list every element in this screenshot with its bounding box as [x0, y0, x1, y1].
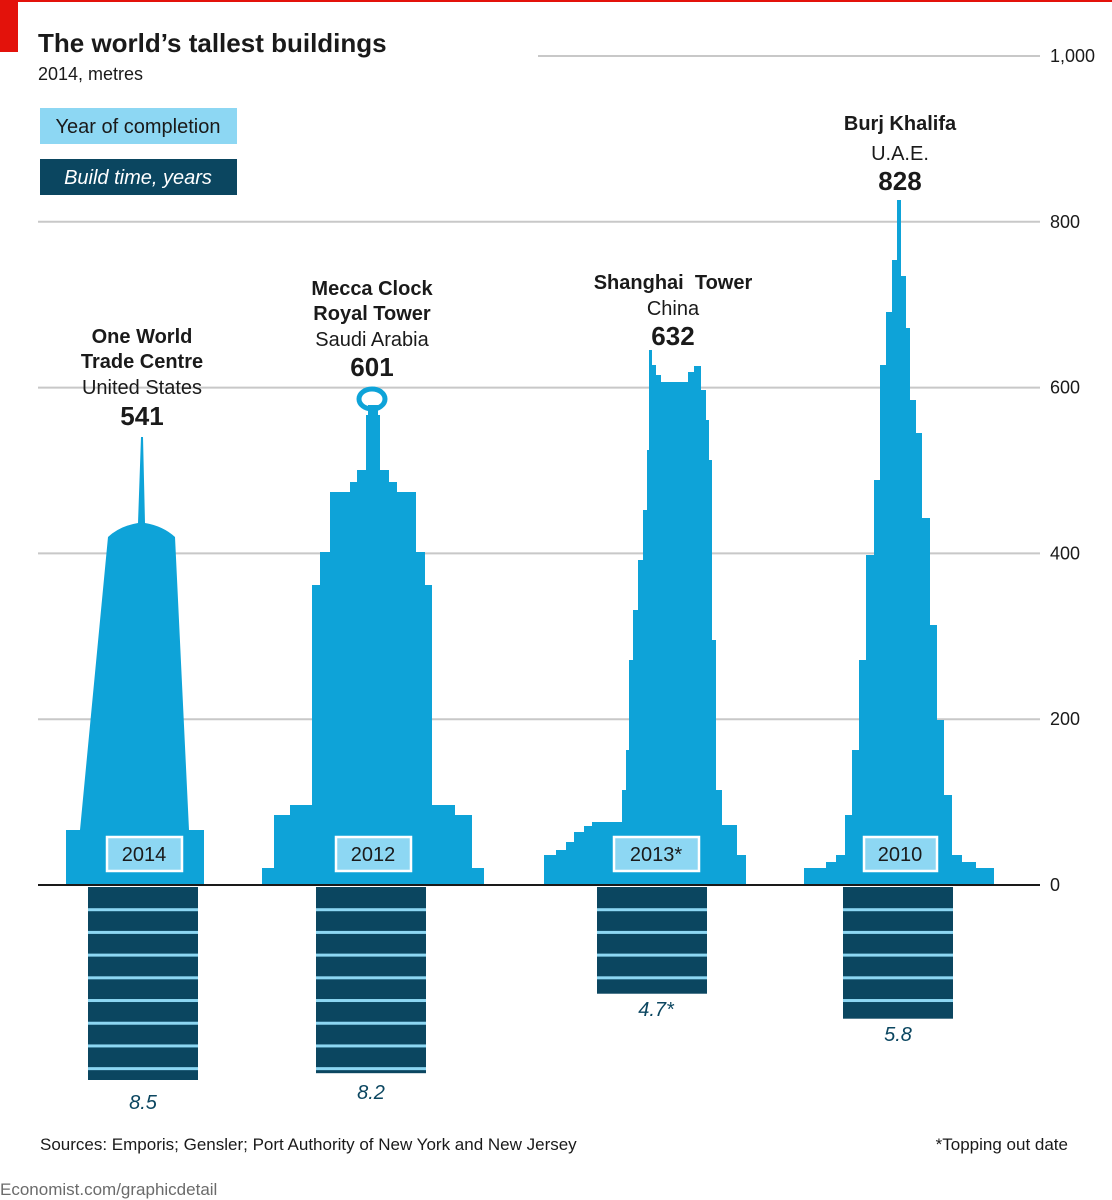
building-shape-burj-khalifa: [804, 200, 994, 885]
annotation-one-world-trade-centre: One World Trade Centre United States 541: [81, 326, 203, 431]
build-time-bar-2: [597, 887, 707, 994]
build-time-label-2: 4.7*: [638, 999, 675, 1021]
build-time-label-0: 8.5: [129, 1092, 158, 1114]
building-shape-mecca-clock-royal-tower: [262, 386, 484, 885]
y-tick-label-600: 600: [1050, 378, 1080, 398]
y-tick-label-0: 0: [1050, 875, 1060, 895]
y-tick-label-400: 400: [1050, 543, 1080, 563]
annotation-mecca-clock-royal-tower: Mecca Clock Royal Tower Saudi Arabia 601: [311, 278, 433, 382]
chart-title: The world’s tallest buildings: [38, 28, 387, 58]
building-country-3: U.A.E.: [871, 143, 929, 165]
build-time-bar-0: [88, 887, 198, 1080]
legend-build-label: Build time, years: [64, 167, 212, 189]
building-country-1: Saudi Arabia: [315, 329, 429, 351]
build-time-label-3: 5.8: [884, 1024, 912, 1046]
building-height-0: 541: [120, 401, 163, 431]
building-shapes: [66, 200, 994, 885]
accent-red-tab: [0, 0, 18, 52]
sources-note: Sources: Emporis; Gensler; Port Authorit…: [40, 1135, 577, 1154]
year-label-2: 2013*: [630, 844, 682, 866]
build-time-label-1: 8.2: [357, 1082, 385, 1104]
building-name-line-0-1: Trade Centre: [81, 351, 203, 373]
economist-credit: Economist.com/graphicdetail: [0, 1180, 217, 1199]
building-country-2: China: [647, 298, 700, 320]
building-height-3: 828: [878, 166, 921, 196]
build-time-bar-3: [843, 887, 953, 1019]
build-time-bar-1: [316, 887, 426, 1074]
annotation-burj-khalifa: Burj Khalifa U.A.E. 828: [844, 113, 957, 196]
year-label-0: 2014: [122, 844, 167, 866]
year-box-2: 2013*: [612, 835, 701, 873]
year-box-0: 2014: [105, 835, 184, 873]
legend-year-swatch: [40, 108, 237, 144]
building-height-2: 632: [651, 321, 694, 351]
building-shape-one-world-trade-centre: [66, 437, 204, 885]
building-name-line-3-0: Burj Khalifa: [844, 113, 957, 135]
year-box-1: 2012: [334, 835, 413, 873]
year-label-3: 2010: [878, 844, 923, 866]
year-label-1: 2012: [351, 844, 396, 866]
legend-year-label: Year of completion: [56, 116, 221, 138]
chart-subtitle: 2014, metres: [38, 64, 143, 84]
gridlines: [38, 55, 1040, 721]
accent-top-rule: [0, 0, 1112, 2]
legend: Year of completion Build time, years: [40, 108, 237, 195]
year-box-3: 2010: [862, 835, 939, 873]
building-shape-shanghai-tower: [544, 350, 746, 885]
y-tick-label-800: 800: [1050, 212, 1080, 232]
y-tick-label-1000: 1,000: [1050, 46, 1095, 66]
building-country-0: United States: [82, 377, 202, 399]
building-name-line-2-0: Shanghai Tower: [594, 272, 753, 294]
building-name-line-1-1: Royal Tower: [313, 303, 431, 325]
building-name-line-0-0: One World: [92, 326, 193, 348]
legend-build-swatch: [40, 159, 237, 195]
y-axis-ticks: 0 200 400 600 800 1,000: [1050, 46, 1095, 895]
annotation-shanghai-tower: Shanghai Tower China 632: [594, 272, 753, 351]
topping-out-note: *Topping out date: [936, 1135, 1068, 1154]
building-height-1: 601: [350, 352, 393, 382]
building-name-line-1-0: Mecca Clock: [311, 278, 433, 300]
build-time-bars: [88, 887, 953, 1080]
y-tick-label-200: 200: [1050, 709, 1080, 729]
